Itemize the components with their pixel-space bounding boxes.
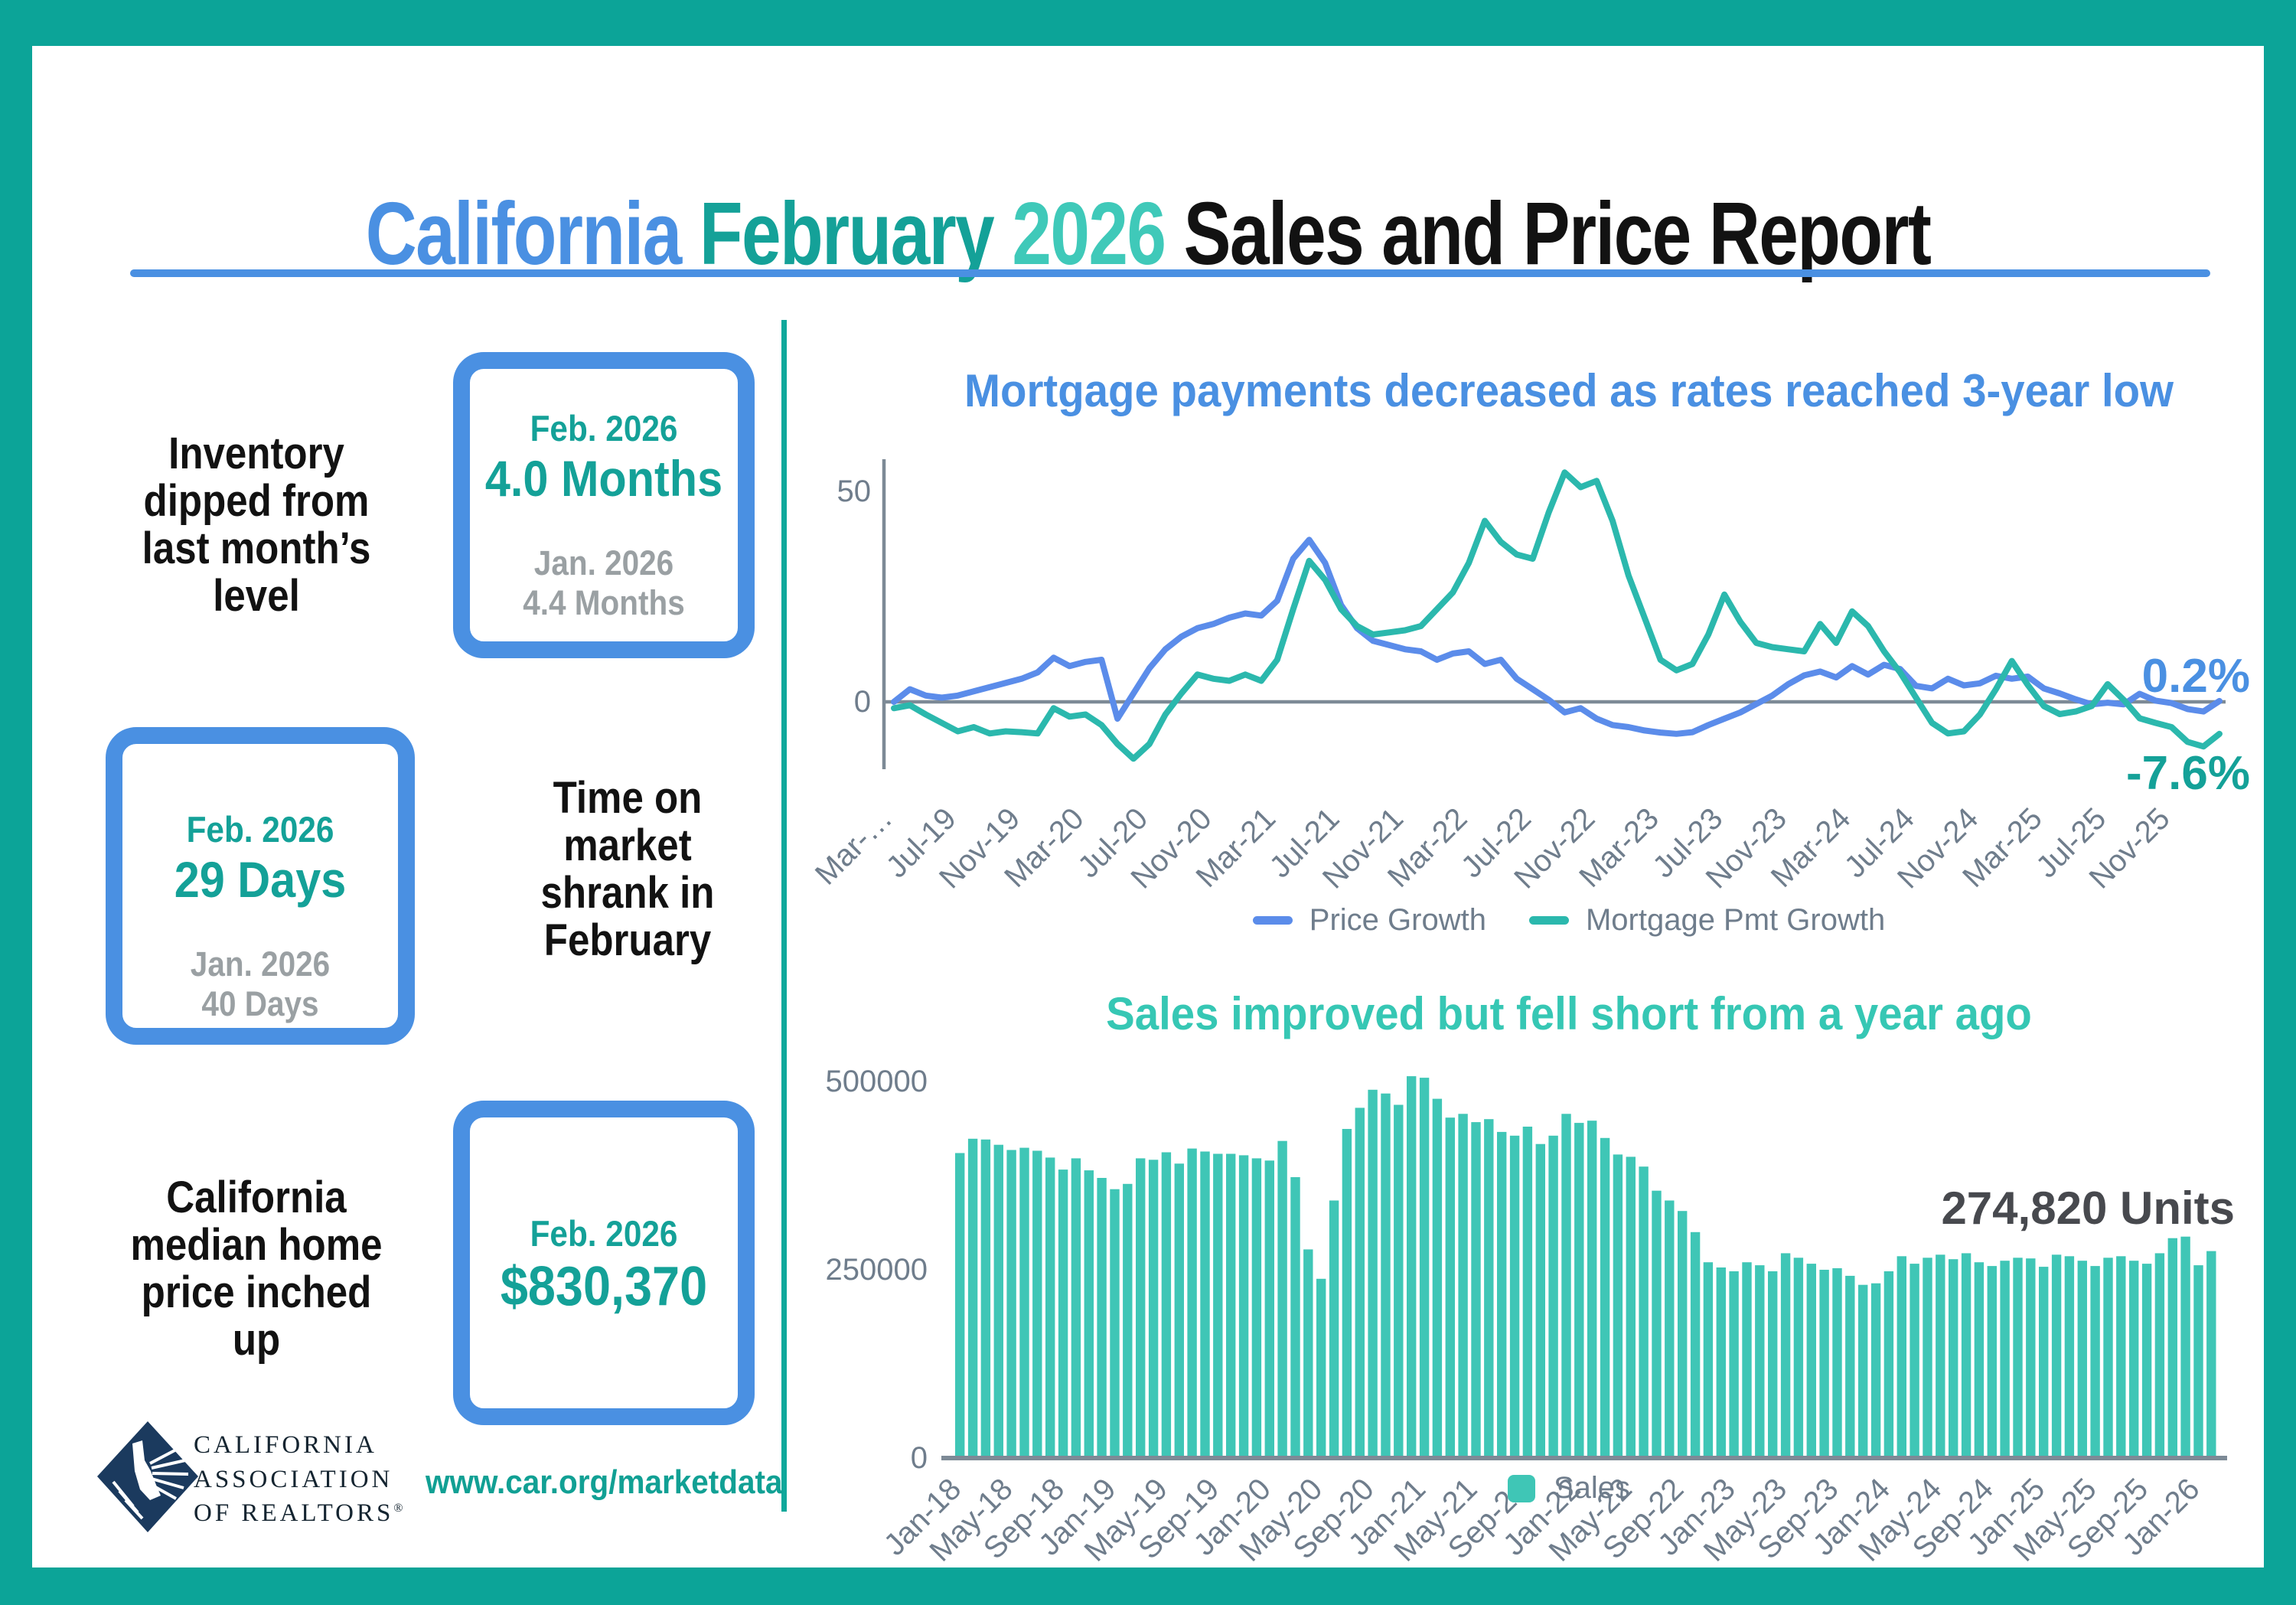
marketdata-url-link[interactable]: www.car.org/marketdata bbox=[426, 1463, 783, 1501]
inventory-previous-value: 4.4 Months bbox=[523, 583, 685, 623]
tom-previous-value: 40 Days bbox=[201, 984, 319, 1024]
inventory-current-period: Feb. 2026 bbox=[530, 408, 678, 449]
title-underline bbox=[130, 269, 2210, 277]
price-current-period: Feb. 2026 bbox=[530, 1213, 678, 1254]
units-annotation: 274,820 Units bbox=[1941, 1183, 2235, 1234]
registered-mark: ® bbox=[393, 1502, 403, 1515]
stat-label-time-on-market: Time on market shrank in February bbox=[540, 773, 715, 966]
price-growth-swatch bbox=[1252, 916, 1293, 925]
svg-text:0: 0 bbox=[911, 1441, 928, 1475]
title-part-rest: Sales and Price Report bbox=[1183, 183, 1932, 283]
title-part-california: California bbox=[365, 183, 683, 283]
tom-current-period: Feb. 2026 bbox=[186, 809, 334, 850]
price-growth-legend-label: Price Growth bbox=[1309, 903, 1486, 937]
svg-text:Mar-…: Mar-… bbox=[809, 801, 899, 892]
svg-text:50: 50 bbox=[837, 475, 872, 508]
mortgage-growth-end-label: -7.6% bbox=[2126, 747, 2250, 800]
price-growth-end-label: 0.2% bbox=[2141, 650, 2250, 703]
stat-box-inventory: Feb. 2026 4.0 Months Jan. 2026 4.4 Month… bbox=[453, 352, 755, 658]
sales-swatch bbox=[1507, 1474, 1535, 1502]
brand-line-2: ASSOCIATION bbox=[194, 1465, 393, 1493]
inventory-current-value: 4.0 Months bbox=[484, 450, 723, 507]
line-chart-legend: Price Growth Mortgage Pmt Growth bbox=[842, 903, 2296, 938]
car-logo-icon bbox=[97, 1421, 198, 1532]
tom-previous-period: Jan. 2026 bbox=[190, 944, 331, 984]
line-chart-title: Mortgage payments decreased as rates rea… bbox=[964, 365, 2174, 416]
brand-line-1: CALIFORNIA bbox=[194, 1431, 377, 1459]
title-part-february: February bbox=[699, 183, 995, 283]
sales-legend-label: Sales bbox=[1553, 1471, 1631, 1505]
brand-line-3: OF REALTORS® bbox=[194, 1499, 403, 1528]
svg-text:500000: 500000 bbox=[826, 1065, 928, 1098]
bar-chart-legend: Sales bbox=[842, 1471, 2296, 1506]
inventory-previous-period: Jan. 2026 bbox=[533, 543, 674, 583]
svg-text:250000: 250000 bbox=[826, 1253, 928, 1287]
mortgage-growth-legend-label: Mortgage Pmt Growth bbox=[1585, 903, 1886, 937]
svg-text:0: 0 bbox=[854, 685, 871, 719]
line-chart-canvas: 050Mar-…Jul-19Nov-19Mar-20Jul-20Nov-20Ma… bbox=[809, 459, 2226, 895]
tom-current-value: 29 Days bbox=[174, 851, 347, 909]
page-title: California February 2026 Sales and Price… bbox=[230, 182, 2066, 285]
stat-label-inventory: Inventory dipped from last month’s level bbox=[142, 429, 371, 621]
price-current-value: $830,370 bbox=[500, 1256, 708, 1318]
mortgage-growth-swatch bbox=[1528, 916, 1569, 925]
brand-wordmark: CALIFORNIA ASSOCIATION OF REALTORS® bbox=[194, 1428, 431, 1531]
stat-box-median-price: Feb. 2026 $830,370 bbox=[453, 1101, 755, 1425]
section-divider bbox=[781, 320, 787, 1512]
stat-label-median-price: California median home price inched up bbox=[130, 1173, 383, 1365]
bar-chart-title: Sales improved but fell short from a yea… bbox=[1106, 988, 2032, 1039]
stat-box-time-on-market: Feb. 2026 29 Days Jan. 2026 40 Days bbox=[106, 727, 415, 1045]
title-part-year: 2026 bbox=[1012, 183, 1166, 283]
bar-chart-canvas: 0250000500000Jan-18May-18Sep-18Jan-19May… bbox=[826, 1065, 2227, 1568]
